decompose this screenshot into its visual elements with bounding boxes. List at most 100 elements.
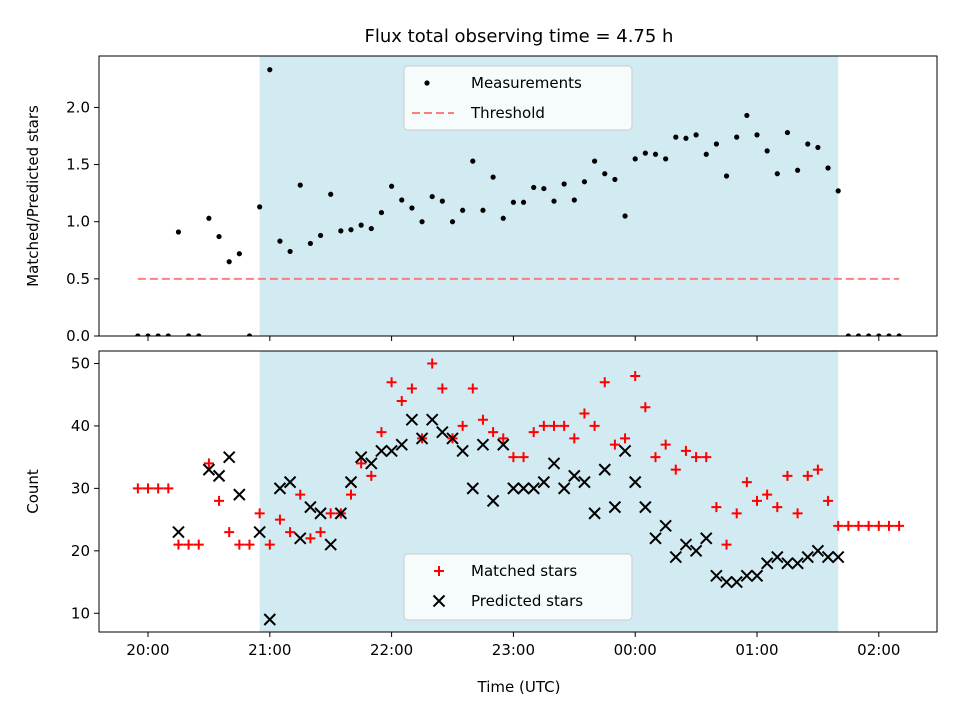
- measurements-point: [490, 174, 496, 180]
- predicted-stars-point: [669, 550, 683, 564]
- measurements-point: [348, 227, 354, 233]
- bottom-panel: 10 20 30 40 50 20:00 21:00 22:00 23:00 00:00 01:00…: [24, 350, 938, 659]
- predicted-stars-point: [222, 450, 236, 464]
- matched-stars-point: [650, 452, 661, 463]
- predicted-stars-point: [730, 575, 743, 589]
- top-panel: 0.0 0.5 1.0 1.5 2.0 Matched/Predicted stars Me…: [24, 55, 938, 345]
- matched-stars-point: [823, 495, 834, 506]
- measurements-point: [845, 333, 851, 336]
- legend-label-measurements: Measurements: [471, 74, 582, 92]
- matched-stars-point: [153, 483, 164, 494]
- x-tick-label: 21:00: [248, 641, 291, 659]
- measurements-point: [795, 167, 801, 173]
- matched-stars-point: [549, 420, 559, 431]
- predicted-stars-point: [628, 475, 642, 489]
- predicted-stars-point: [639, 500, 652, 514]
- predicted-stars-point: [344, 475, 358, 489]
- measurements-point: [531, 184, 537, 191]
- measurements-point: [175, 229, 182, 235]
- predicted-stars-point: [547, 457, 561, 470]
- predicted-stars-point: [385, 444, 398, 458]
- matched-stars-point: [214, 495, 225, 506]
- measurements-point: [896, 333, 902, 336]
- predicted-stars-point: [334, 507, 348, 520]
- matched-stars-point: [173, 539, 184, 550]
- measurements-point: [581, 179, 588, 185]
- measurements-point: [328, 191, 334, 197]
- measurements-point: [673, 134, 679, 140]
- y-tick-label: 1.5: [66, 156, 90, 174]
- measurements-point: [236, 251, 242, 257]
- measurements-point: [876, 333, 882, 336]
- measurements-point: [744, 112, 750, 119]
- matched-stars-point: [376, 427, 387, 438]
- predicted-stars-point: [568, 469, 581, 483]
- predicted-stars-point: [760, 557, 774, 570]
- axes-frame: [98, 55, 938, 337]
- matched-stars-point: [132, 483, 143, 494]
- predicted-stars-point: [172, 525, 185, 539]
- predicted-stars-point: [415, 432, 429, 445]
- measurements-point: [784, 129, 791, 136]
- predicted-stars-point: [365, 457, 378, 470]
- measurements-point: [297, 182, 303, 188]
- predicted-stars-point: [689, 544, 703, 558]
- legend-swatch-measurements: [424, 80, 430, 86]
- predicted-stars-point: [507, 482, 520, 495]
- measurements-point: [855, 333, 862, 336]
- matched-stars-point: [274, 514, 285, 525]
- predicted-stars-point: [831, 550, 845, 564]
- matched-stars-point: [721, 539, 732, 550]
- matched-stars-point: [183, 539, 194, 550]
- matched-stars-point: [234, 539, 245, 550]
- axes-frame: [98, 350, 938, 633]
- predicted-stars-point: [425, 413, 439, 426]
- measurements-point: [652, 151, 659, 157]
- matched-stars-point: [477, 414, 488, 425]
- measurements-point: [805, 141, 811, 147]
- measurements-point: [520, 199, 527, 205]
- predicted-stars-point: [598, 463, 611, 476]
- predicted-stars-point: [466, 482, 480, 495]
- x-tick-label: 01:00: [735, 641, 778, 659]
- matched-stars-point: [609, 439, 620, 450]
- matched-stars-point: [701, 452, 712, 463]
- predicted-stars-point: [263, 613, 277, 626]
- legend-box: [403, 553, 633, 621]
- measurements-point: [713, 141, 720, 147]
- measurements-point: [246, 333, 253, 336]
- measurements-point: [774, 171, 780, 177]
- measurements-point: [439, 198, 445, 204]
- predicted-stars-point: [283, 475, 297, 489]
- matched-stars-point: [427, 358, 438, 369]
- x-tick-label: 00:00: [614, 641, 657, 659]
- predicted-stars-point: [314, 507, 327, 520]
- matched-stars-point: [386, 377, 397, 388]
- x-tick-label: 20:00: [126, 641, 169, 659]
- matched-stars-point: [143, 483, 153, 494]
- matched-stars-point: [193, 539, 204, 550]
- figure-title: Flux total observing time = 4.75 h: [365, 26, 674, 47]
- matched-stars-point: [264, 539, 275, 550]
- matched-stars-point: [680, 445, 691, 456]
- y-tick-label: 40: [71, 417, 90, 435]
- matched-stars-point: [812, 464, 823, 475]
- measurements-point: [389, 183, 395, 189]
- predicted-stars-point: [273, 482, 287, 495]
- matched-stars-point: [843, 520, 854, 531]
- x-tick-label: 22:00: [370, 641, 413, 659]
- measurements-point: [734, 134, 740, 140]
- measurements-point: [470, 158, 476, 164]
- measurements-point: [206, 215, 212, 221]
- matched-stars-point: [346, 489, 356, 500]
- measurements-point: [500, 215, 506, 221]
- measurements-point: [460, 207, 466, 213]
- predicted-stars-point: [294, 532, 307, 545]
- predicted-stars-point: [649, 532, 662, 545]
- measurements-point: [663, 156, 669, 162]
- measurements-point: [165, 333, 171, 336]
- matched-stars-point: [579, 408, 590, 419]
- x-tick-label: 23:00: [492, 641, 535, 659]
- measurements-point: [632, 156, 638, 162]
